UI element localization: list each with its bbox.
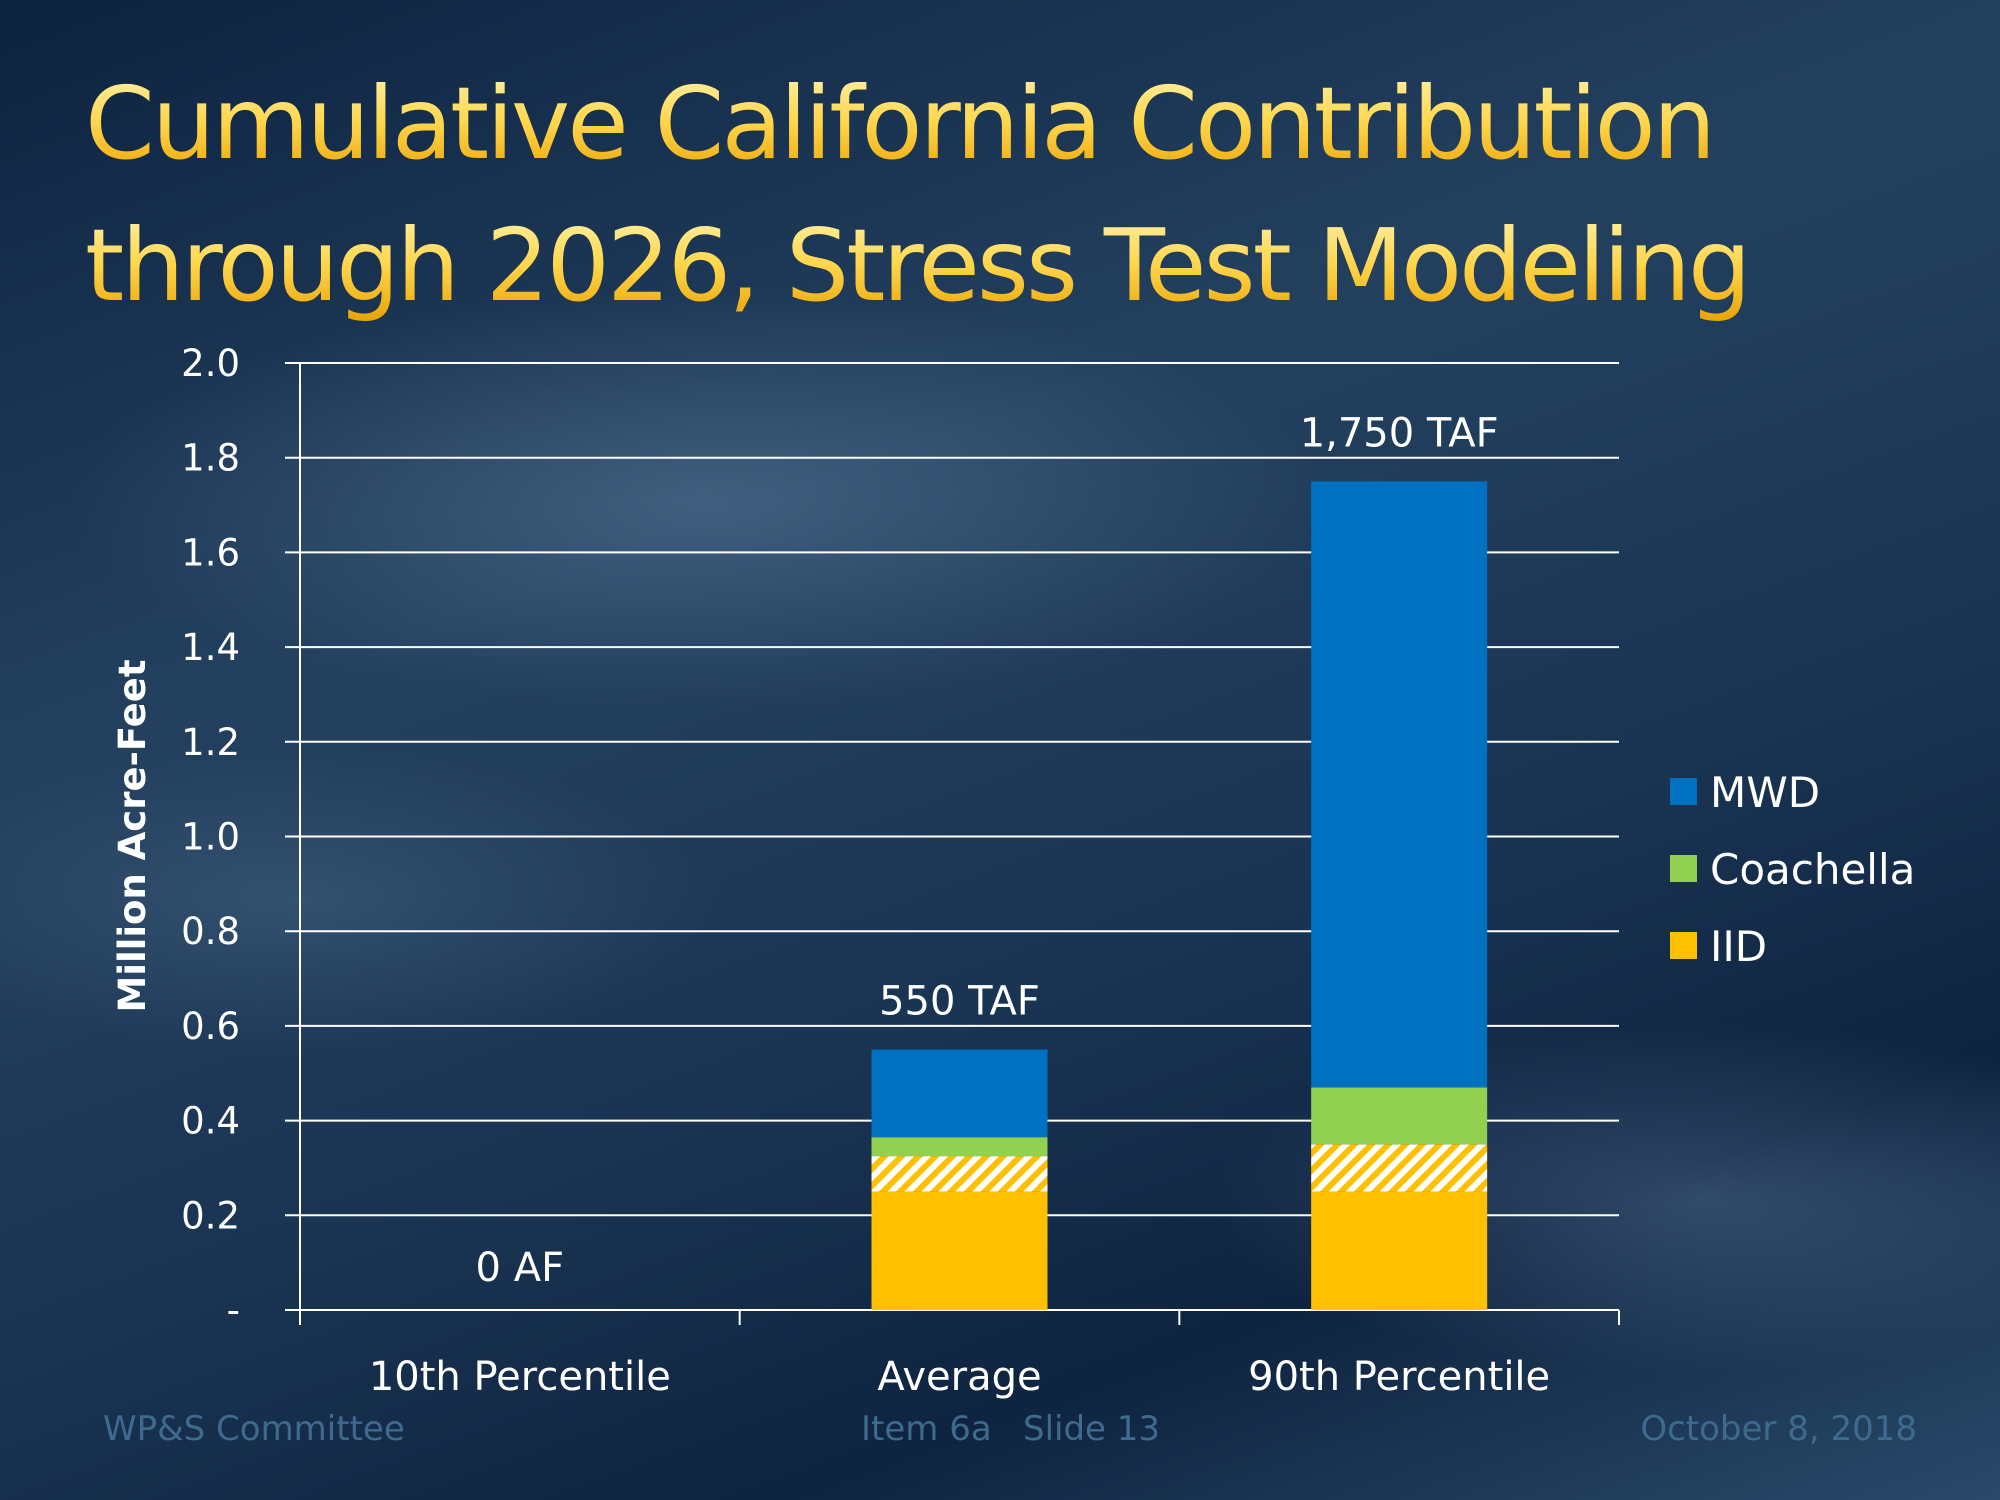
data-label: 0 AF — [476, 1245, 565, 1291]
legend-label: MWD — [1710, 768, 1820, 817]
y-tick-label: 1.2 — [181, 721, 240, 764]
bars — [871, 481, 1488, 1310]
bar-segment-iid-hatched — [871, 1156, 1048, 1192]
y-tick-labels: - 0.2 0.4 0.6 0.8 1.0 1.2 1.4 1.6 1.8 2.0 — [181, 342, 240, 1332]
title-line-1: Cumulative California Contribution — [85, 65, 1713, 182]
bar-segment-mwd — [871, 1049, 1048, 1138]
footer-item: Item 6a — [861, 1409, 992, 1449]
footer-date: October 8, 2018 — [1640, 1409, 1917, 1449]
y-tick-label: 1.8 — [181, 437, 240, 480]
legend-swatch-coachella — [1670, 855, 1697, 882]
bar-segment-iid — [871, 1191, 1048, 1310]
bar-segment-iid — [1311, 1191, 1488, 1310]
y-tick-label: 1.6 — [181, 531, 240, 574]
data-label: 1,750 TAF — [1300, 410, 1499, 456]
legend-label: IID — [1710, 922, 1767, 971]
y-tick-label: 0.6 — [181, 1005, 240, 1048]
legend-swatch-mwd — [1670, 778, 1697, 805]
y-tick-label: 0.2 — [181, 1194, 240, 1237]
bar-segment-iid-hatched — [1311, 1144, 1488, 1192]
bar-segment-mwd — [1311, 481, 1488, 1088]
data-label: 550 TAF — [879, 979, 1040, 1025]
x-axis-ticks — [299, 1310, 1620, 1325]
bar-segment-coachella — [871, 1137, 1048, 1157]
bar-segment-coachella — [1311, 1087, 1488, 1145]
y-tick-label: 0.4 — [181, 1100, 240, 1143]
y-axis-label: Million Acre-Feet — [111, 659, 154, 1012]
legend-swatch-iid — [1670, 932, 1697, 959]
category-labels: 10th Percentile Average 90th Percentile — [369, 1354, 1550, 1400]
data-labels: 0 AF 550 TAF 1,750 TAF — [476, 410, 1499, 1291]
gridlines — [285, 362, 1619, 1311]
category-label: Average — [877, 1354, 1041, 1400]
y-tick-label: 1.0 — [181, 816, 240, 859]
title-line-2: through 2026, Stress Test Modeling — [85, 207, 1748, 324]
legend-label: Coachella — [1710, 845, 1915, 894]
y-tick-label: 0.8 — [181, 910, 240, 953]
y-tick-label: 1.4 — [181, 626, 240, 669]
category-label: 90th Percentile — [1248, 1354, 1550, 1400]
category-label: 10th Percentile — [369, 1354, 671, 1400]
legend: MWD Coachella IID — [1670, 768, 1915, 971]
footer-slide: Slide 13 — [1023, 1409, 1160, 1449]
footer-committee: WP&S Committee — [103, 1409, 405, 1449]
y-tick-label: 2.0 — [181, 342, 240, 385]
y-tick-label: - — [227, 1289, 240, 1332]
